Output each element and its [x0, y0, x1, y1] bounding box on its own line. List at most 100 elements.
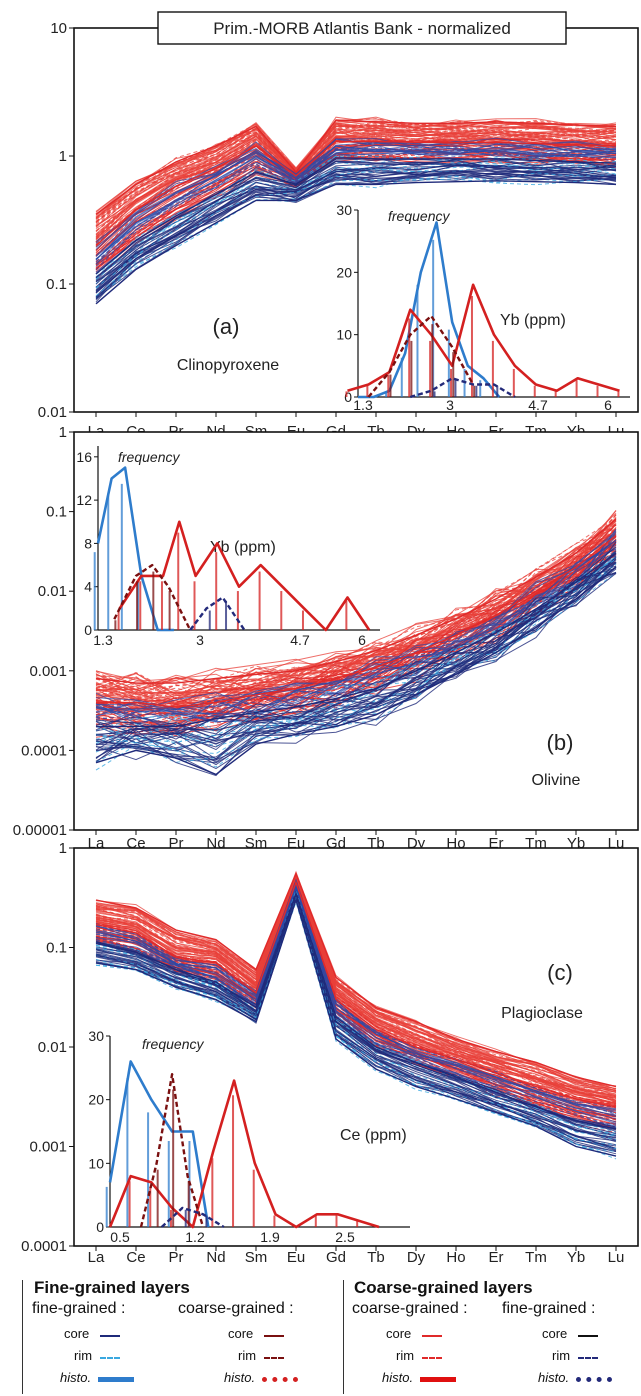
legend-left-title: Fine-grained layers	[34, 1278, 190, 1297]
inset-y-tick-label: 20	[336, 264, 352, 280]
legend-sample-fg-histo	[576, 1377, 612, 1382]
ree-pattern-line	[95, 127, 617, 227]
frequency-polygon	[189, 596, 246, 631]
ree-pattern-line	[95, 132, 617, 239]
ree-pattern-line	[95, 125, 617, 227]
frequency-polygon	[358, 221, 501, 399]
inset-x-tick-label: 4.7	[528, 397, 548, 413]
inset-y-tick-label: 30	[336, 202, 352, 218]
inset-y-tick-label: 12	[76, 492, 92, 508]
legend-left-col2-heading: coarse-grained :	[178, 1300, 294, 1317]
legend-left-rim-label-1: rim	[74, 1348, 93, 1363]
ree-pattern-line	[95, 875, 617, 1092]
y-tick-label: 0.1	[46, 504, 67, 521]
panel-label: (b)	[547, 730, 574, 755]
inset-x-tick-label: 0.5	[110, 1229, 130, 1245]
inset-x-tick-label: 1.3	[93, 632, 113, 648]
ree-pattern-line	[95, 893, 617, 1137]
ree-pattern-line	[95, 153, 617, 273]
ree-pattern-line	[95, 146, 617, 267]
ree-pattern-line	[95, 160, 617, 285]
ree-pattern-line	[95, 528, 617, 695]
frequency-polygon	[113, 563, 192, 631]
ree-pattern-line	[95, 147, 617, 265]
ree-pattern-line	[95, 149, 617, 261]
ree-pattern-line	[95, 540, 617, 725]
ree-lines	[95, 870, 617, 1160]
panel-label: (a)	[213, 314, 240, 339]
series-line	[95, 880, 617, 1108]
inset-histogram: 0 10 20 30 0.5 1.2 1.9 2.5 frequency Ce (ppm)	[88, 1028, 410, 1245]
x-tick-label: Eu	[287, 1249, 305, 1266]
legend-sample-fine-rim	[100, 1357, 120, 1359]
inset-y-tick-label: 0	[84, 622, 92, 638]
ree-lines	[95, 116, 617, 305]
legend-right-histo-label-1: histo.	[382, 1370, 414, 1385]
mineral-label: Clinopyroxene	[177, 357, 279, 374]
mineral-label: Plagioclase	[501, 1005, 583, 1022]
x-tick-label: Ce	[126, 1249, 145, 1266]
frequency-polygon	[108, 1079, 380, 1229]
inset-y-tick-label: 8	[84, 535, 92, 551]
frequency-polygon	[118, 520, 371, 632]
inset-y-tick-label: 10	[88, 1155, 104, 1171]
ree-pattern-line	[95, 557, 617, 723]
inset-variable-label: Yb (ppm)	[210, 539, 276, 556]
ree-pattern-line	[95, 120, 617, 219]
ree-pattern-line	[95, 540, 617, 711]
ree-pattern-line	[95, 896, 617, 1155]
x-tick-label: Sm	[245, 1249, 268, 1266]
legend-right-rim-label-1: rim	[396, 1348, 415, 1363]
inset-histogram: 0 10 20 30 1.3 3 4.7 6 frequency Yb (ppm)	[336, 202, 630, 413]
ree-pattern-line	[95, 132, 617, 240]
legend-sample-cg-histo	[420, 1377, 456, 1382]
x-tick-label: Nd	[206, 1249, 225, 1266]
ree-pattern-line	[95, 532, 617, 691]
x-tick-label: Pr	[169, 1249, 184, 1266]
ree-pattern-line	[95, 876, 617, 1091]
ree-pattern-line	[95, 567, 617, 749]
legend-sample-cg-rim	[422, 1357, 442, 1359]
ree-pattern-line	[95, 896, 617, 1157]
ree-pattern-line	[95, 872, 617, 1092]
ree-pattern-line	[95, 172, 617, 297]
x-tick-label: Er	[489, 1249, 504, 1266]
ree-pattern-line	[95, 155, 617, 279]
series-line	[96, 535, 617, 708]
legend-right-title: Coarse-grained layers	[354, 1278, 533, 1297]
series-line	[95, 140, 617, 247]
ree-pattern-line	[95, 559, 617, 758]
ree-pattern-line	[95, 900, 617, 1160]
inset-x-tick-label: 6	[358, 632, 366, 648]
mineral-label: Olivine	[532, 772, 581, 789]
legend-left-core-label-1: core	[64, 1326, 90, 1341]
ree-pattern-line	[95, 166, 617, 291]
y-tick-label: 0.0001	[21, 742, 67, 759]
series-line	[95, 119, 617, 215]
ree-pattern-line	[95, 550, 617, 743]
y-tick-label: 0.001	[29, 663, 67, 680]
ree-pattern-line	[95, 531, 617, 706]
frequency-polygon	[347, 283, 620, 393]
ree-pattern-line	[95, 156, 617, 278]
ree-pattern-line	[95, 541, 617, 740]
ree-pattern-line	[95, 881, 617, 1105]
ree-pattern-line	[95, 130, 617, 232]
y-tick-label: 10	[50, 20, 67, 37]
x-tick-label: Lu	[608, 1249, 625, 1266]
ree-pattern-line	[95, 882, 617, 1116]
legend-right-core-label-1: core	[386, 1326, 412, 1341]
legend-left-core-label-2: core	[228, 1326, 254, 1341]
ree-pattern-line	[95, 550, 617, 733]
figure: 1010.10.01LaCePrNdSmEuGdTbDyHoErTmYbLu(a…	[13, 11, 639, 1266]
inset-histogram: 0 4 8 12 16 1.3 3 4.7 6 frequency Yb (ppm)	[76, 446, 380, 648]
y-tick-label: 0.0001	[21, 1238, 67, 1255]
series-line	[95, 158, 617, 275]
panel-c: 1 0.1 0.01 0.001 0.0001 La Ce Pr Nd Sm Eu Gd Tb Dy Ho E…	[21, 840, 639, 1266]
series-line	[95, 566, 617, 776]
y-tick-label: 1	[59, 148, 67, 165]
legend-left-rim-label-2: rim	[238, 1348, 257, 1363]
inset-variable-label: Yb (ppm)	[500, 312, 566, 329]
y-tick-label: 0.01	[38, 1039, 67, 1056]
ree-pattern-line	[95, 883, 617, 1120]
